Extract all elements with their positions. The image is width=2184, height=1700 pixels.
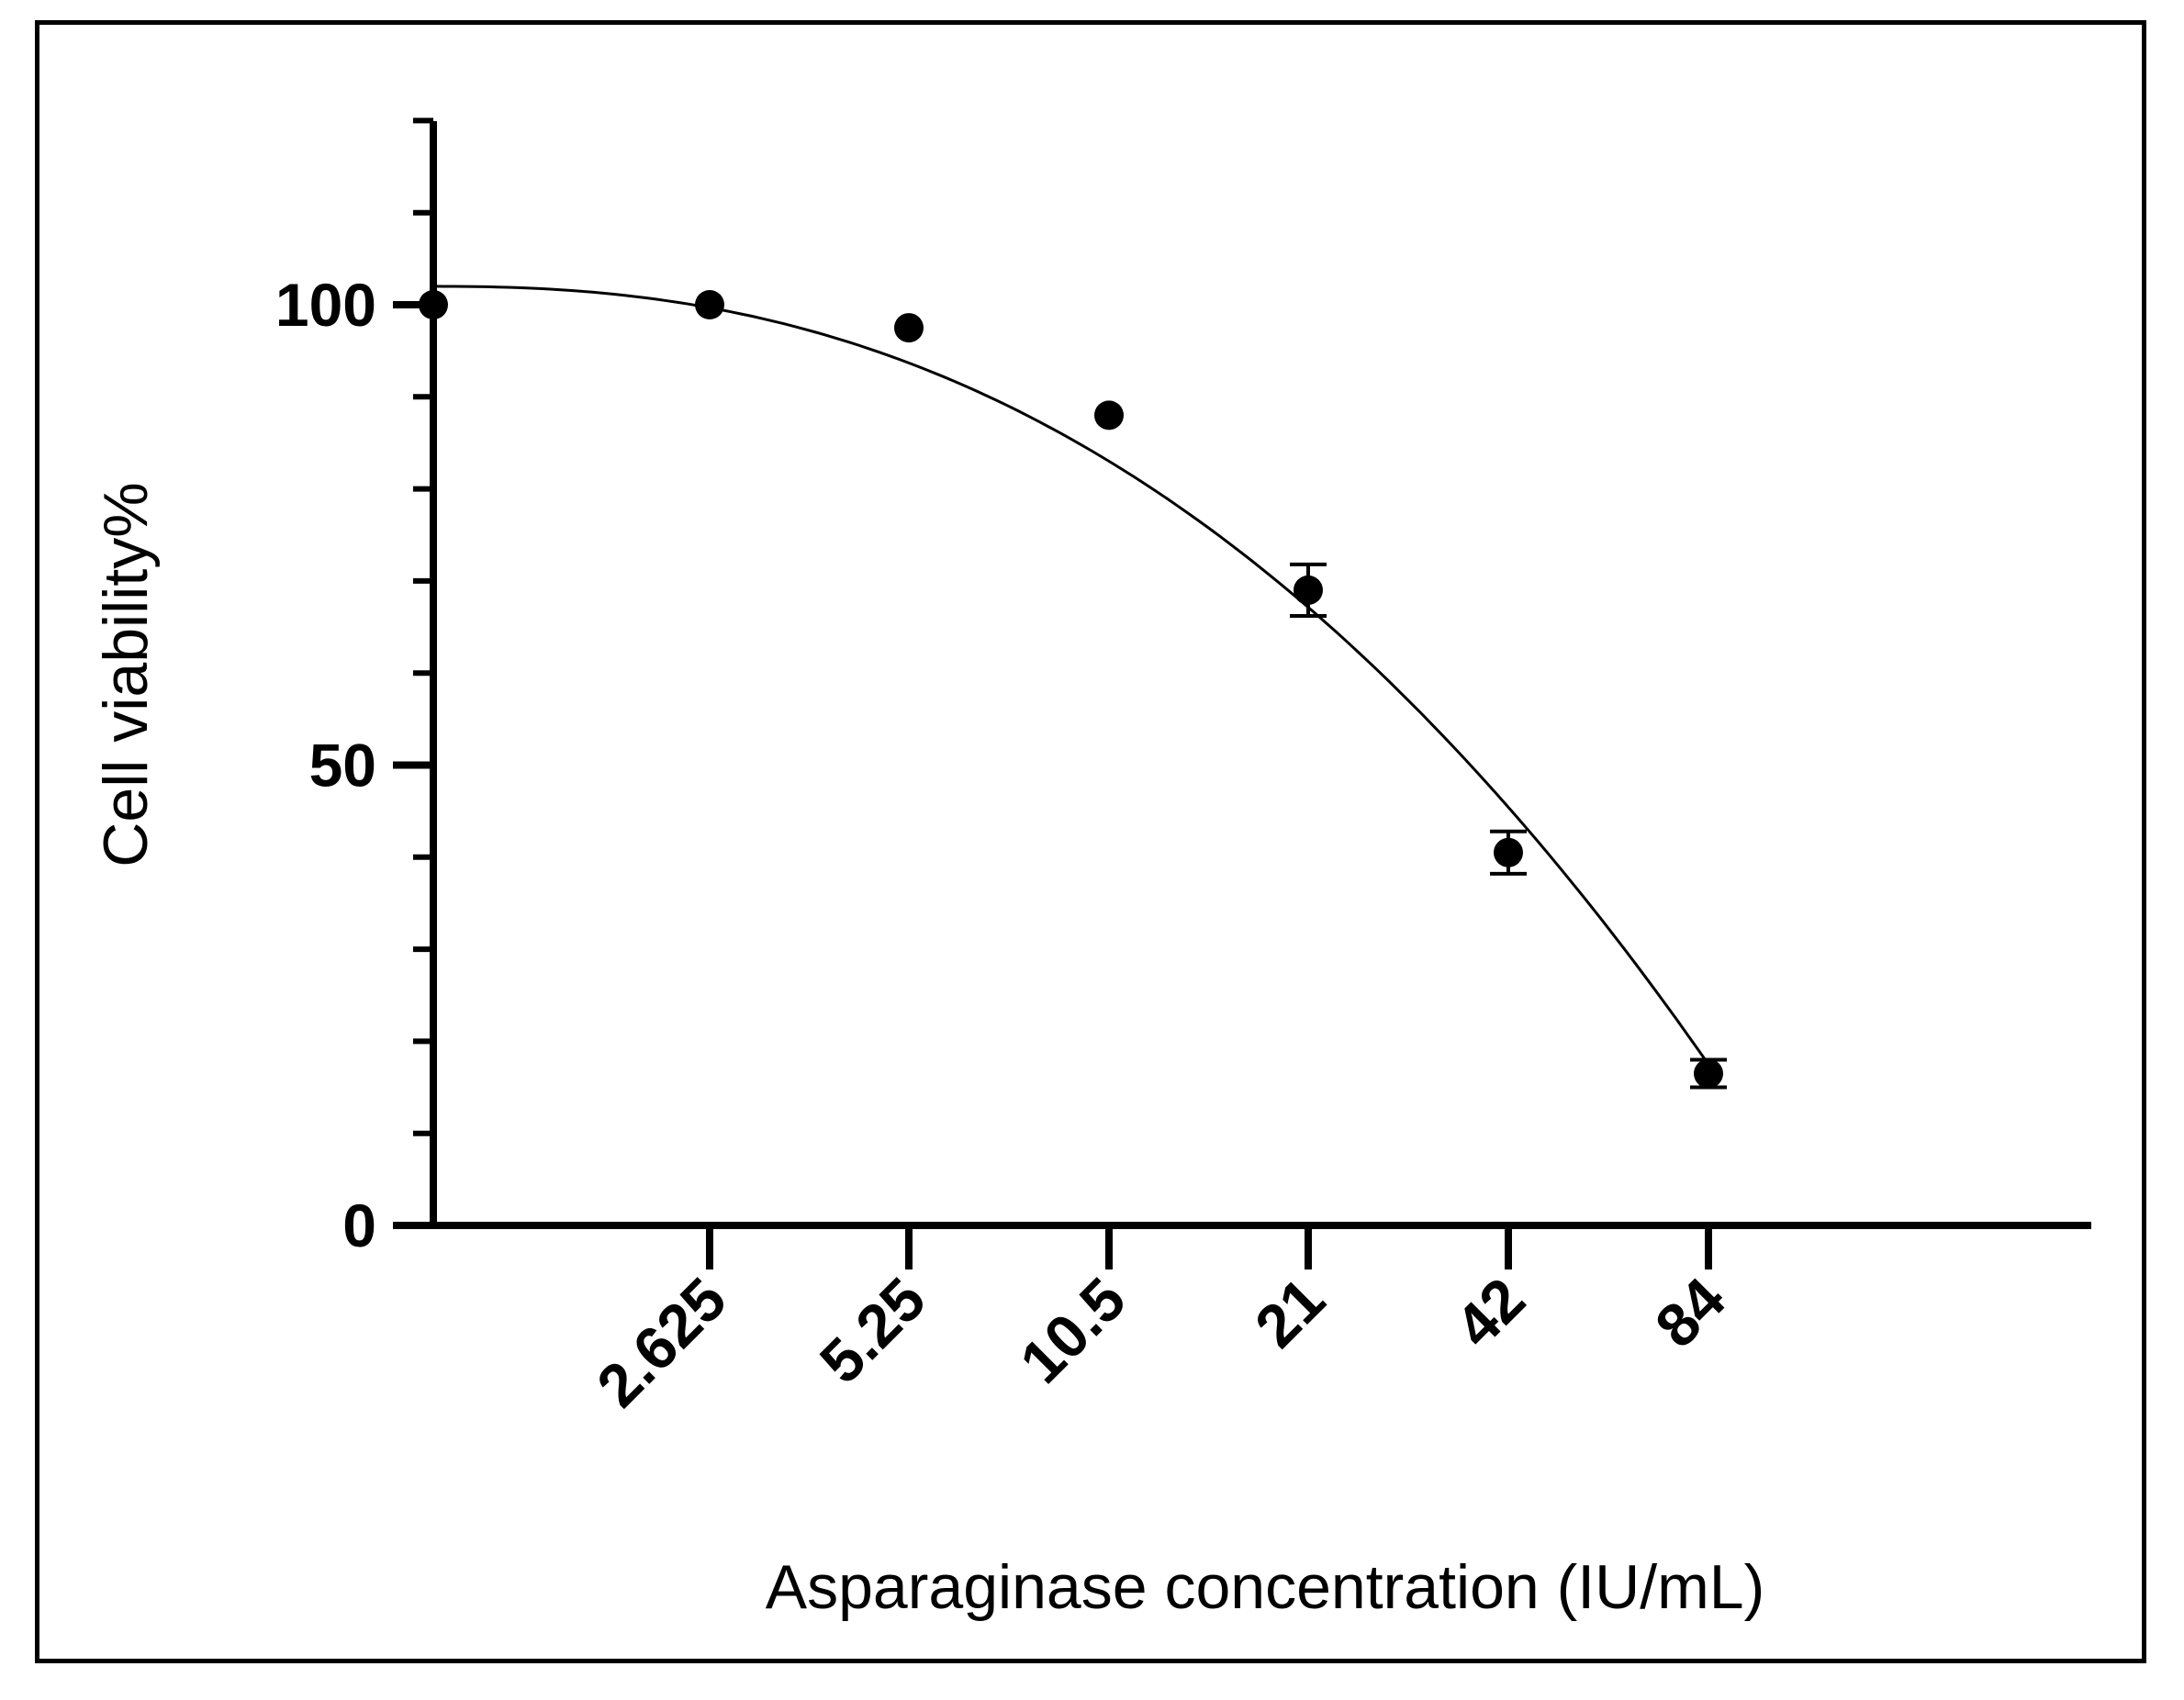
figure-frame: [35, 20, 2146, 1663]
y-axis-label: Cell viability%: [91, 482, 161, 867]
x-axis-label: Asparaginase concentration (IU/mL): [766, 1552, 1765, 1622]
fit-curve-group: [432, 285, 1710, 1066]
x-tick-label: 21: [1242, 1265, 1338, 1360]
error-bars: [1290, 562, 1727, 1090]
data-point: [1094, 400, 1124, 431]
data-point: [1294, 575, 1323, 605]
data-point: [1694, 1058, 1723, 1089]
x-axis-ticks: 2.625 5.25 10.5 21 42 84: [584, 1225, 1738, 1420]
x-tick-label: 2.625: [584, 1265, 739, 1420]
data-point: [419, 290, 448, 319]
data-point: [695, 290, 724, 319]
y-tick-label: 50: [309, 732, 376, 800]
y-axis-ticks: 0 50 100: [275, 117, 433, 1259]
x-tick-label: 10.5: [1007, 1265, 1138, 1396]
data-points: [419, 290, 1723, 1089]
y-tick-label: 100: [275, 271, 376, 339]
fit-curve: [432, 285, 1710, 1066]
axes: [393, 121, 2091, 1229]
data-point: [1494, 837, 1523, 867]
x-tick-label: 42: [1442, 1265, 1538, 1360]
data-point: [894, 313, 924, 343]
y-tick-label: 0: [342, 1191, 376, 1259]
x-tick-label: 5.25: [807, 1265, 938, 1396]
x-tick-label: 84: [1642, 1264, 1738, 1359]
